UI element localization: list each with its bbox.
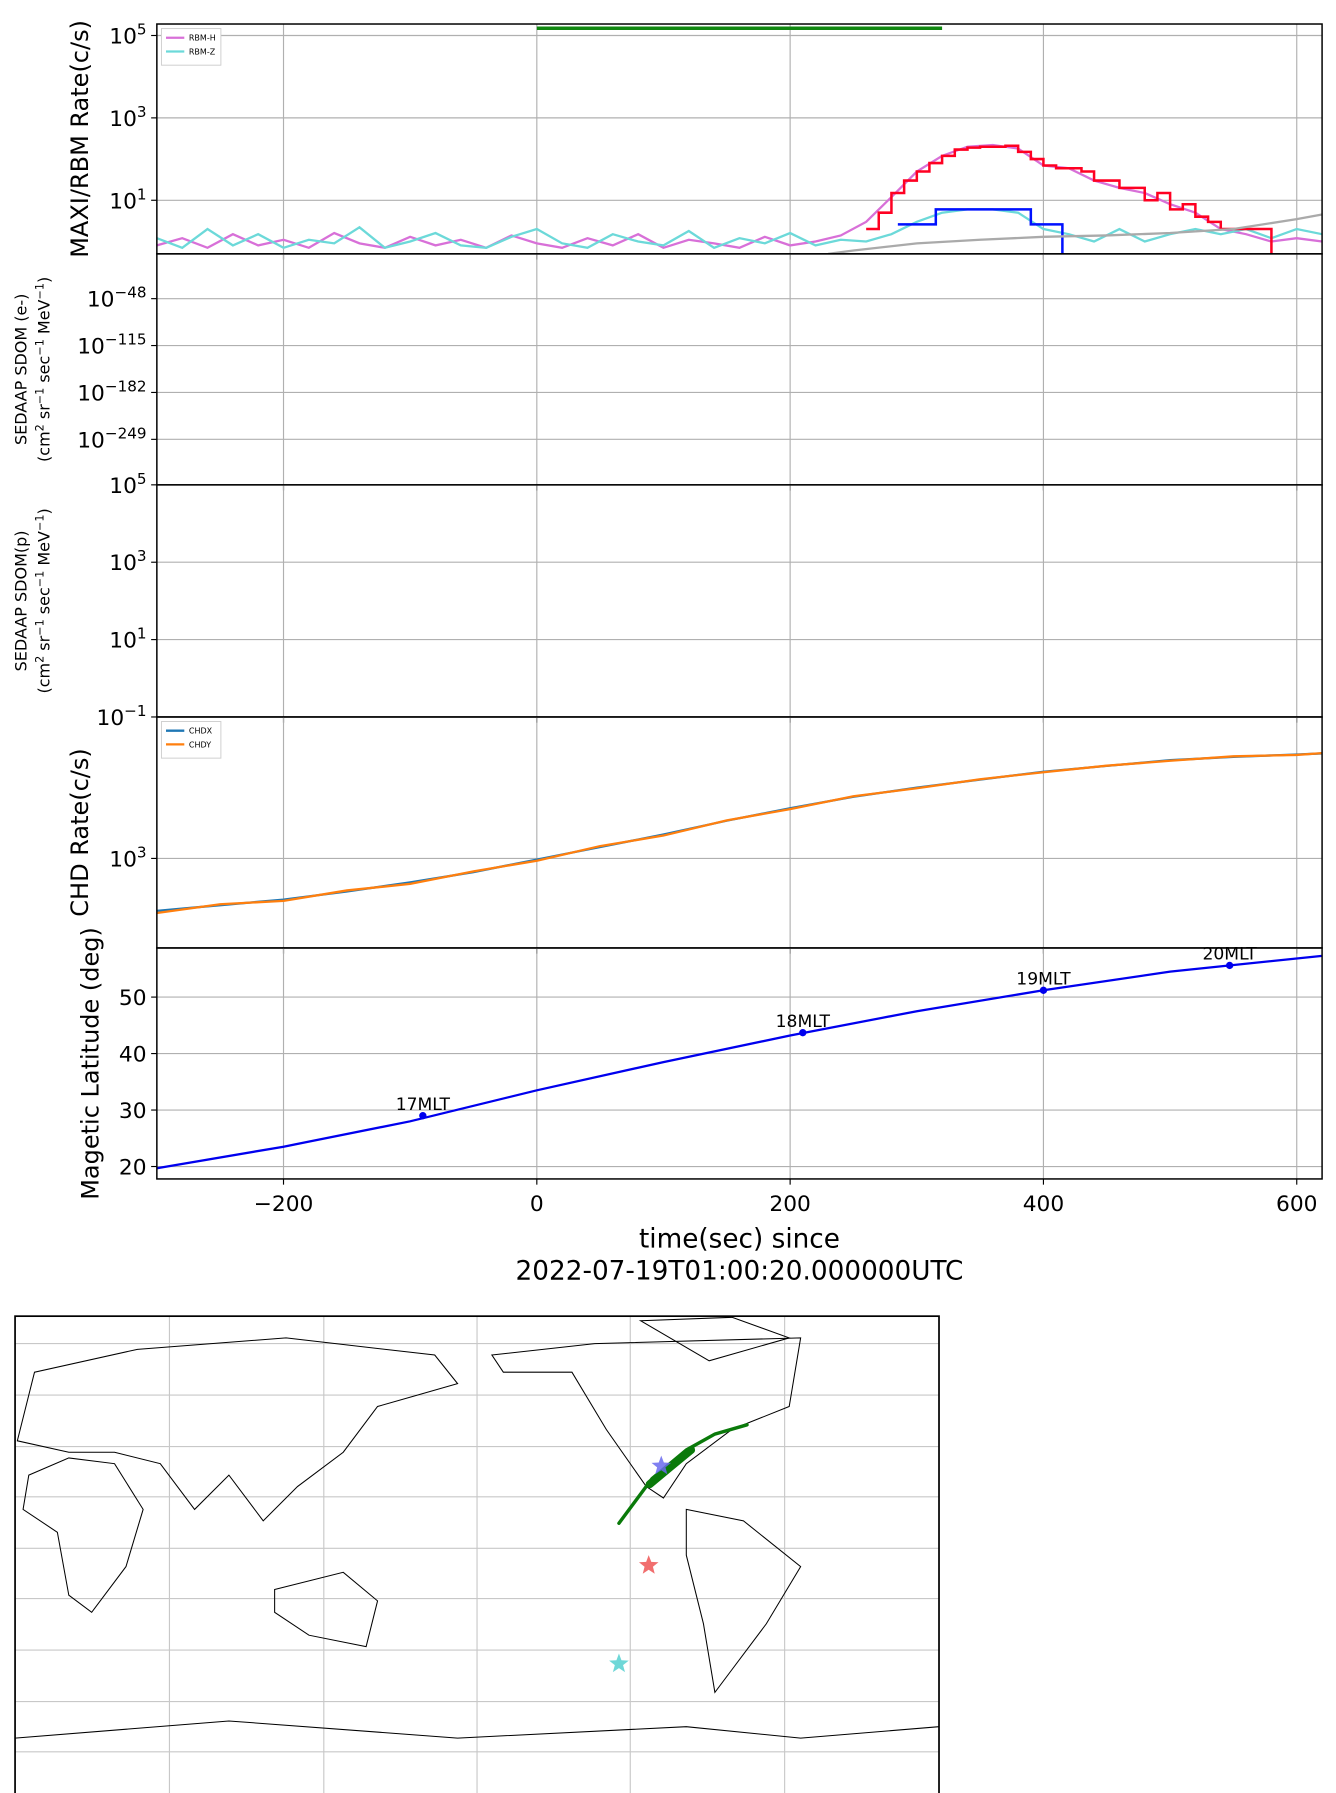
y-tick-label: 10−249	[77, 424, 146, 453]
series-line	[897, 208, 1064, 254]
y-tick-label: 30	[119, 1099, 147, 1124]
legend-label: CHDY	[189, 740, 211, 749]
legend-box	[160, 28, 222, 66]
panel-frame	[156, 484, 1323, 718]
series-line	[866, 144, 1273, 254]
star-marker	[638, 1555, 659, 1574]
legend-box	[160, 721, 222, 759]
map-grid	[15, 1316, 940, 1793]
legend-label: CHDX	[189, 727, 213, 736]
series-line	[156, 752, 1323, 913]
y-axis-label: CHD Rate(c/s)	[66, 748, 94, 916]
y-tick-label: 20	[119, 1156, 147, 1181]
map-frame	[14, 1315, 940, 1793]
star-marker	[609, 1653, 629, 1673]
marker-label: 20MLT	[1202, 945, 1257, 965]
y-axis-label: SEDAAP SDOM (e-)	[11, 294, 30, 445]
y-tick-label: 10−1	[97, 702, 147, 731]
y-tick-label: 105	[109, 21, 146, 50]
y-axis-label: SEDAAP SDOM(p)	[11, 530, 30, 671]
panel: 10−1 101 103 105 SEDAAP SDOM(p)(cm2 sr−1 sec…	[11, 470, 1323, 731]
y-tick-label: 105	[109, 470, 146, 499]
y-tick-label: 10−115	[77, 331, 146, 360]
series-line	[827, 213, 1323, 254]
marker-label: 19MLT	[1016, 970, 1071, 990]
panel-frame	[156, 716, 1323, 949]
x-tick-label: 400	[1023, 1192, 1064, 1217]
y-axis-label: Magetic Latitude (deg)	[77, 927, 105, 1200]
panel: 101 103 105 RBM-H RBM-Z MAXI/RBM Rate(c/s)	[66, 20, 1323, 260]
marker	[1225, 961, 1234, 970]
star-marker	[651, 1455, 672, 1475]
coastlines	[15, 1316, 940, 1739]
x-tick-label: 200	[769, 1192, 810, 1217]
y-tick-label: 10−48	[87, 284, 147, 313]
y-tick-label: 40	[119, 1043, 147, 1068]
legend-label: RBM-H	[189, 34, 216, 43]
series-group	[156, 751, 1323, 915]
y-tick-label: 101	[109, 185, 146, 214]
marker-label: 17MLT	[396, 1095, 451, 1115]
y-tick-label: 103	[109, 103, 146, 132]
panel: 10−48 10−115 10−182 10−249 SEDAAP SDOM (e-)(…	[11, 253, 1323, 491]
y-axis-label: (cm2 sr−1 sec−1 MeV−1)	[33, 508, 53, 693]
series-line	[156, 751, 1323, 915]
series-group	[156, 954, 1323, 1170]
marker	[419, 1112, 427, 1120]
panel-frame	[156, 23, 1323, 255]
x-tick-label: −200	[254, 1192, 314, 1217]
y-tick-label: 10−182	[77, 377, 146, 406]
panel-frame	[156, 947, 1323, 1180]
orbit-track	[645, 1445, 696, 1489]
panel-frame	[156, 253, 1323, 486]
series-line	[156, 208, 1323, 250]
y-axis-label: (cm2 sr−1 sec−1 MeV−1)	[33, 277, 53, 462]
map	[14, 1315, 940, 1793]
panel: 103 CHDX CHDY CHD Rate(c/s)	[66, 716, 1323, 954]
x-axis-label: 2022-07-19T01:00:20.000000UTC	[516, 1257, 964, 1287]
panel: 20 30 40 50 17MLT 18MLT 19MLT 20MLT Magetic Lati…	[77, 927, 1323, 1287]
x-tick-label: 0	[530, 1192, 544, 1217]
y-tick-label: 101	[109, 625, 146, 654]
marker-label: 18MLT	[776, 1012, 831, 1032]
y-tick-label: 50	[119, 986, 147, 1011]
series-group	[156, 26, 1323, 254]
y-axis-label: MAXI/RBM Rate(c/s)	[66, 20, 94, 258]
x-axis-label: time(sec) since	[639, 1225, 840, 1255]
legend-label: RBM-Z	[189, 47, 216, 56]
y-tick-label: 103	[109, 547, 146, 576]
y-tick-label: 103	[109, 843, 146, 872]
series-line	[156, 143, 1323, 250]
series-line	[156, 954, 1323, 1170]
marker	[799, 1029, 807, 1037]
map-data	[609, 1423, 749, 1673]
x-tick-label: 600	[1276, 1192, 1317, 1217]
marker	[1039, 986, 1048, 994]
